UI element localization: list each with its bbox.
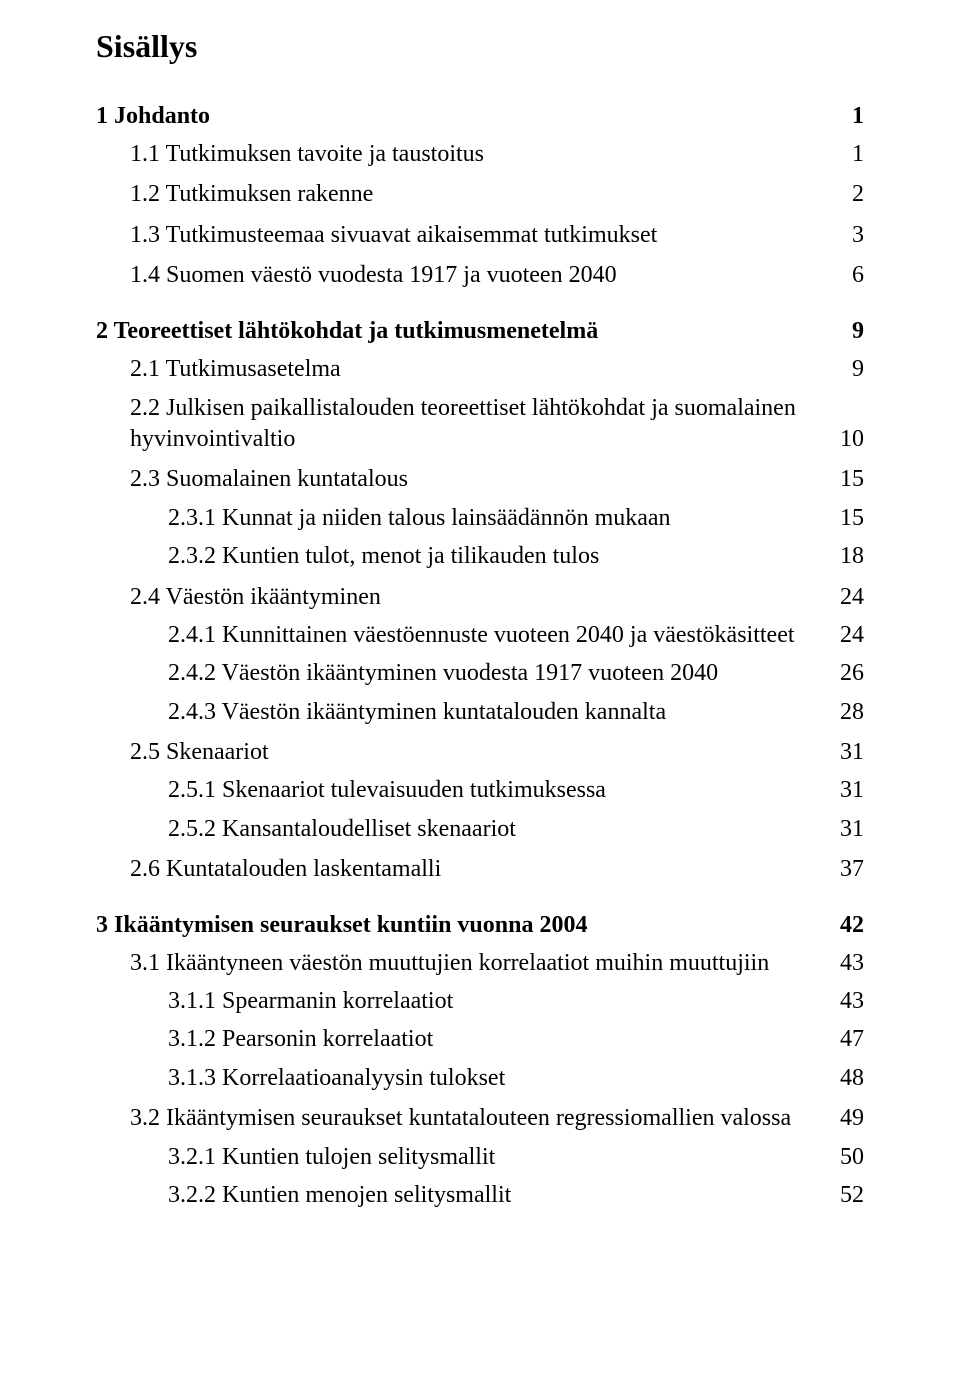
toc-entry-page: 43 [834,947,864,979]
toc-entry[interactable]: 2.5.1 Skenaariot tulevaisuuden tutkimuks… [96,774,864,806]
toc-entry-page: 6 [834,259,864,291]
toc-entry-page: 9 [834,353,864,385]
toc-entry[interactable]: 3.1.2 Pearsonin korrelaatiot47 [96,1023,864,1055]
toc-entry-label: 2.4 Väestön ikääntyminen [130,581,834,613]
toc-entry-label: 3 Ikääntymisen seuraukset kuntiin vuonna… [96,912,834,939]
toc-entry-label: 2.5.2 Kansantaloudelliset skenaariot [168,813,834,845]
toc-entry-label: 2 Teoreettiset lähtökohdat ja tutkimusme… [96,318,834,345]
toc-entry-page: 26 [834,657,864,689]
toc-entry-page: 42 [834,912,864,939]
toc-entry-label: 2.3.2 Kuntien tulot, menot ja tilikauden… [168,540,834,572]
toc-entry-label: 2.6 Kuntatalouden laskentamalli [130,853,834,885]
toc-entry[interactable]: 1 Johdanto1 [96,103,864,130]
toc-body: 1 Johdanto11.1 Tutkimuksen tavoite ja ta… [96,103,864,1211]
toc-entry-page: 49 [834,1102,864,1134]
toc-entry[interactable]: 1.1 Tutkimuksen tavoite ja taustoitus1 [96,138,864,170]
toc-entry-page: 31 [834,813,864,845]
toc-entry-label: 2.5 Skenaariot [130,736,834,768]
toc-entry[interactable]: 1.2 Tutkimuksen rakenne2 [96,178,864,210]
toc-entry-label: 2.1 Tutkimusasetelma [130,353,834,385]
toc-entry-page: 47 [834,1023,864,1055]
toc-entry-label: 3.1.3 Korrelaatioanalyysin tulokset [168,1062,834,1094]
toc-entry-page: 18 [834,540,864,572]
toc-entry-label: 1.2 Tutkimuksen rakenne [130,178,834,210]
toc-entry-page: 28 [834,696,864,728]
toc-entry-page: 10 [834,423,864,455]
toc-entry-label: 3.1 Ikääntyneen väestön muuttujien korre… [130,947,834,979]
toc-entry-page: 3 [834,219,864,251]
toc-entry[interactable]: 3.2 Ikääntymisen seuraukset kuntataloute… [96,1102,864,1134]
toc-entry[interactable]: 3 Ikääntymisen seuraukset kuntiin vuonna… [96,912,864,939]
toc-entry[interactable]: 2.6 Kuntatalouden laskentamalli37 [96,853,864,885]
toc-entry-label: 2.4.3 Väestön ikääntyminen kuntatalouden… [168,696,834,728]
toc-entry-page: 15 [834,463,864,495]
toc-entry-page: 24 [834,619,864,651]
toc-entry[interactable]: 3.2.1 Kuntien tulojen selitysmallit50 [96,1141,864,1173]
toc-entry-label: 2.5.1 Skenaariot tulevaisuuden tutkimuks… [168,774,834,806]
toc-entry[interactable]: 2.4.2 Väestön ikääntyminen vuodesta 1917… [96,657,864,689]
toc-page: Sisällys 1 Johdanto11.1 Tutkimuksen tavo… [0,0,960,1384]
toc-entry-label: 3.1.2 Pearsonin korrelaatiot [168,1023,834,1055]
toc-entry[interactable]: 3.1.1 Spearmanin korrelaatiot43 [96,985,864,1017]
toc-entry-label: 3.2 Ikääntymisen seuraukset kuntataloute… [130,1102,834,1134]
toc-entry-page: 9 [834,318,864,345]
toc-entry[interactable]: 1.3 Tutkimusteemaa sivuavat aikaisemmat … [96,219,864,251]
toc-entry-page: 24 [834,581,864,613]
toc-entry-label: 2.4.1 Kunnittainen väestöennuste vuoteen… [168,619,834,651]
toc-entry[interactable]: 2.5 Skenaariot31 [96,736,864,768]
toc-entry-label: 3.2.1 Kuntien tulojen selitysmallit [168,1141,834,1173]
toc-entry[interactable]: 2.2 Julkisen paikallistalouden teoreetti… [96,393,864,455]
page-title: Sisällys [96,28,864,65]
toc-entry[interactable]: 2.4.3 Väestön ikääntyminen kuntatalouden… [96,696,864,728]
toc-entry-page: 15 [834,502,864,534]
toc-entry-page: 50 [834,1141,864,1173]
toc-entry[interactable]: 3.1 Ikääntyneen väestön muuttujien korre… [96,947,864,979]
toc-entry-page: 31 [834,774,864,806]
toc-entry-label: 2.4.2 Väestön ikääntyminen vuodesta 1917… [168,657,834,689]
toc-entry[interactable]: 2.4 Väestön ikääntyminen24 [96,581,864,613]
toc-entry-label: 2.3 Suomalainen kuntatalous [130,463,834,495]
toc-entry[interactable]: 2.5.2 Kansantaloudelliset skenaariot31 [96,813,864,845]
toc-entry[interactable]: 2.4.1 Kunnittainen väestöennuste vuoteen… [96,619,864,651]
toc-entry[interactable]: 2.3.1 Kunnat ja niiden talous lainsäädän… [96,502,864,534]
toc-entry-page: 43 [834,985,864,1017]
toc-entry-label: 1.3 Tutkimusteemaa sivuavat aikaisemmat … [130,219,834,251]
toc-entry-label: 1 Johdanto [96,103,834,130]
toc-entry-label: 1.1 Tutkimuksen tavoite ja taustoitus [130,138,834,170]
toc-entry[interactable]: 3.1.3 Korrelaatioanalyysin tulokset48 [96,1062,864,1094]
toc-entry[interactable]: 2.3.2 Kuntien tulot, menot ja tilikauden… [96,540,864,572]
toc-entry-page: 37 [834,853,864,885]
toc-entry[interactable]: 2.3 Suomalainen kuntatalous15 [96,463,864,495]
toc-entry-label: 3.2.2 Kuntien menojen selitysmallit [168,1179,834,1211]
toc-entry[interactable]: 1.4 Suomen väestö vuodesta 1917 ja vuote… [96,259,864,291]
toc-entry-page: 31 [834,736,864,768]
toc-entry-label: 1.4 Suomen väestö vuodesta 1917 ja vuote… [130,259,834,291]
toc-entry-page: 52 [834,1179,864,1211]
toc-entry-page: 1 [834,138,864,170]
toc-entry-page: 1 [834,103,864,130]
toc-entry-page: 48 [834,1062,864,1094]
toc-entry-label: 2.2 Julkisen paikallistalouden teoreetti… [130,393,834,455]
toc-entry-label: 2.3.1 Kunnat ja niiden talous lainsäädän… [168,502,834,534]
toc-entry-page: 2 [834,178,864,210]
toc-entry-label: 3.1.1 Spearmanin korrelaatiot [168,985,834,1017]
toc-entry[interactable]: 2 Teoreettiset lähtökohdat ja tutkimusme… [96,318,864,345]
toc-entry[interactable]: 2.1 Tutkimusasetelma9 [96,353,864,385]
toc-entry[interactable]: 3.2.2 Kuntien menojen selitysmallit52 [96,1179,864,1211]
